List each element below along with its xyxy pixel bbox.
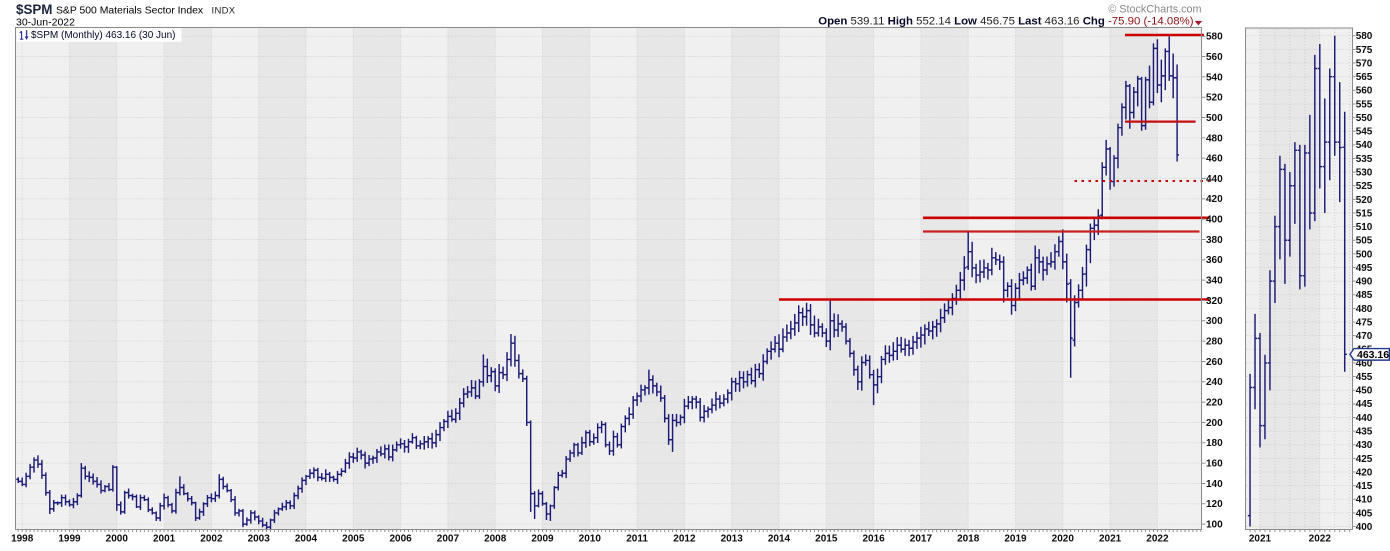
svg-text:565: 565	[1356, 72, 1373, 83]
svg-text:120: 120	[1206, 499, 1223, 510]
svg-text:475: 475	[1356, 317, 1373, 328]
svg-text:560: 560	[1356, 86, 1373, 97]
svg-text:2015: 2015	[815, 534, 838, 545]
svg-text:2022: 2022	[1146, 534, 1169, 545]
svg-text:575: 575	[1356, 45, 1373, 56]
svg-text:300: 300	[1206, 316, 1223, 327]
svg-text:280: 280	[1206, 337, 1223, 348]
svg-text:1999: 1999	[58, 534, 81, 545]
svg-text:2017: 2017	[910, 534, 933, 545]
svg-text:INDX: INDX	[212, 5, 236, 16]
svg-text:540: 540	[1206, 72, 1223, 83]
svg-text:570: 570	[1356, 58, 1373, 69]
svg-text:520: 520	[1206, 93, 1223, 104]
svg-text:515: 515	[1356, 208, 1373, 219]
svg-text:500: 500	[1356, 249, 1373, 260]
svg-text:2006: 2006	[389, 534, 412, 545]
svg-text:510: 510	[1356, 222, 1373, 233]
svg-text:2007: 2007	[437, 534, 460, 545]
svg-text:2020: 2020	[1052, 534, 1075, 545]
svg-text:430: 430	[1356, 440, 1373, 451]
svg-text:220: 220	[1206, 398, 1223, 409]
svg-text:450: 450	[1356, 386, 1373, 397]
svg-text:470: 470	[1356, 331, 1373, 342]
svg-text:2008: 2008	[484, 534, 507, 545]
svg-text:2000: 2000	[106, 534, 129, 545]
svg-text:405: 405	[1356, 508, 1373, 519]
svg-text:2019: 2019	[1004, 534, 1027, 545]
svg-text:520: 520	[1356, 195, 1373, 206]
svg-text:2002: 2002	[200, 534, 223, 545]
svg-text:© StockCharts.com: © StockCharts.com	[1108, 3, 1201, 15]
svg-text:440: 440	[1356, 413, 1373, 424]
svg-text:260: 260	[1206, 357, 1223, 368]
svg-text:400: 400	[1206, 215, 1223, 226]
svg-text:425: 425	[1356, 454, 1373, 465]
svg-text:580: 580	[1206, 32, 1223, 43]
svg-text:380: 380	[1206, 235, 1223, 246]
svg-text:2016: 2016	[862, 534, 885, 545]
svg-text:485: 485	[1356, 290, 1373, 301]
svg-text:415: 415	[1356, 481, 1373, 492]
svg-text:2009: 2009	[531, 534, 554, 545]
svg-text:2014: 2014	[768, 534, 791, 545]
svg-text:490: 490	[1356, 277, 1373, 288]
svg-text:463.16: 463.16	[1357, 349, 1389, 361]
svg-text:580: 580	[1356, 31, 1373, 42]
svg-text:180: 180	[1206, 438, 1223, 449]
svg-text:525: 525	[1356, 181, 1373, 192]
svg-text:500: 500	[1206, 113, 1223, 124]
svg-text:410: 410	[1356, 495, 1373, 506]
svg-text:2018: 2018	[957, 534, 980, 545]
svg-text:2004: 2004	[295, 534, 318, 545]
svg-text:435: 435	[1356, 426, 1373, 437]
svg-text:480: 480	[1206, 133, 1223, 144]
svg-text:360: 360	[1206, 255, 1223, 266]
svg-text:2021: 2021	[1099, 534, 1122, 545]
svg-text:$SPM (Monthly) 463.16 (30 Jun): $SPM (Monthly) 463.16 (30 Jun)	[31, 30, 176, 41]
svg-text:2022: 2022	[1309, 534, 1332, 545]
svg-text:445: 445	[1356, 399, 1373, 410]
svg-text:140: 140	[1206, 479, 1223, 490]
svg-text:2011: 2011	[626, 534, 648, 545]
svg-text:$SPM: $SPM	[16, 2, 52, 17]
svg-text:460: 460	[1356, 358, 1373, 369]
svg-text:460: 460	[1206, 154, 1223, 165]
svg-text:480: 480	[1356, 304, 1373, 315]
svg-text:455: 455	[1356, 372, 1373, 383]
svg-text:320: 320	[1206, 296, 1223, 307]
svg-text:30-Jun-2022: 30-Jun-2022	[16, 16, 75, 28]
svg-text:535: 535	[1356, 154, 1373, 165]
svg-text:240: 240	[1206, 377, 1223, 388]
svg-text:160: 160	[1206, 459, 1223, 470]
svg-text:200: 200	[1206, 418, 1223, 429]
svg-text:2010: 2010	[579, 534, 602, 545]
svg-text:2012: 2012	[673, 534, 696, 545]
svg-text:340: 340	[1206, 276, 1223, 287]
svg-text:505: 505	[1356, 236, 1373, 247]
svg-text:545: 545	[1356, 127, 1373, 138]
svg-text:530: 530	[1356, 168, 1373, 179]
svg-text:2003: 2003	[248, 534, 271, 545]
svg-text:550: 550	[1356, 113, 1373, 124]
svg-text:2001: 2001	[153, 534, 176, 545]
svg-text:420: 420	[1356, 467, 1373, 478]
svg-text:100: 100	[1206, 520, 1223, 531]
svg-text:2021: 2021	[1249, 534, 1272, 545]
svg-text:2013: 2013	[721, 534, 744, 545]
svg-text:2005: 2005	[342, 534, 365, 545]
svg-text:560: 560	[1206, 52, 1223, 63]
svg-text:540: 540	[1356, 140, 1373, 151]
svg-text:S&P 500 Materials Sector Index: S&P 500 Materials Sector Index	[56, 6, 204, 17]
svg-text:440: 440	[1206, 174, 1223, 185]
svg-text:400: 400	[1356, 522, 1373, 533]
svg-text:420: 420	[1206, 194, 1223, 205]
svg-text:1998: 1998	[11, 534, 34, 545]
svg-text:495: 495	[1356, 263, 1373, 274]
svg-text:Open 539.11 High 552.14 Low 45: Open 539.11 High 552.14 Low 456.75 Last …	[818, 16, 1193, 28]
svg-text:555: 555	[1356, 99, 1373, 110]
